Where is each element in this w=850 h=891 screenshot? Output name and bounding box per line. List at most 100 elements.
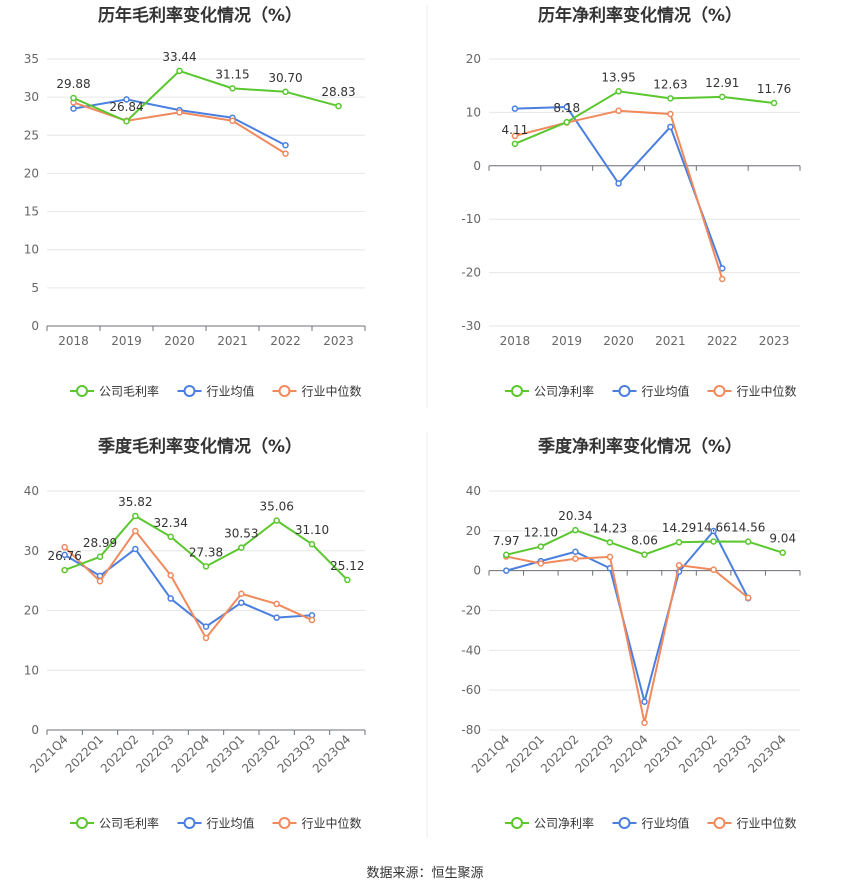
- y-tick-label: 15: [24, 205, 39, 219]
- series-line: [506, 530, 750, 703]
- data-point: [511, 140, 519, 148]
- data-label: 20.34: [558, 509, 592, 523]
- legend-marker-icon: [278, 385, 291, 397]
- data-point: [719, 275, 726, 283]
- data-label: 9.04: [769, 532, 796, 546]
- series-line: [73, 69, 339, 123]
- legend-item[interactable]: 行业中位数: [272, 384, 362, 399]
- data-point: [344, 576, 351, 584]
- data-point: [167, 571, 174, 579]
- y-tick-label: 10: [24, 243, 39, 257]
- data-label: 35.06: [259, 500, 293, 514]
- data-point: [503, 567, 510, 574]
- legend-item[interactable]: 行业均值: [612, 816, 690, 831]
- legend-marker-icon: [713, 817, 726, 829]
- legend-label: 行业均值: [642, 384, 690, 399]
- y-tick-label: 20: [24, 166, 39, 180]
- data-point: [641, 551, 648, 558]
- data-label: 14.66: [696, 520, 730, 534]
- data-label: 12.10: [524, 526, 558, 540]
- data-point: [238, 599, 245, 606]
- y-tick-label: 0: [473, 159, 481, 173]
- data-point: [167, 595, 174, 602]
- legend-item[interactable]: 行业中位数: [707, 816, 797, 831]
- legend-label: 公司毛利率: [99, 816, 159, 831]
- data-point: [719, 93, 726, 101]
- legend-item[interactable]: 公司毛利率: [70, 384, 159, 399]
- x-tick-label: 2020: [603, 334, 634, 348]
- y-tick-label: 30: [24, 544, 39, 558]
- data-label: 30.70: [268, 71, 302, 85]
- data-point: [572, 555, 579, 562]
- series-line: [514, 109, 724, 280]
- legend-marker-icon: [618, 817, 631, 829]
- data-point: [123, 96, 130, 103]
- data-point: [675, 562, 683, 569]
- data-point: [606, 553, 614, 561]
- chart-4: 季度净利率变化情况（%）-80-60-40-20020402021Q42022Q…: [461, 436, 801, 831]
- x-tick-label: 2018: [58, 334, 89, 348]
- x-tick-label: 2022: [707, 334, 738, 348]
- data-label: 31.10: [295, 523, 329, 537]
- chart-title: 历年毛利率变化情况（%）: [98, 5, 302, 26]
- data-point: [667, 123, 674, 131]
- data-label: 4.11: [502, 123, 529, 137]
- chart-title: 季度毛利率变化情况（%）: [98, 436, 302, 457]
- data-point: [282, 150, 289, 157]
- legend-marker-icon: [183, 385, 196, 397]
- data-label: 14.29: [662, 521, 696, 535]
- data-point: [176, 109, 183, 116]
- x-tick-label: 2023Q2: [239, 732, 283, 776]
- legend-item[interactable]: 行业均值: [177, 816, 255, 831]
- data-point: [229, 85, 236, 92]
- y-tick-label: 35: [24, 52, 39, 66]
- x-tick-label: 2022Q4: [169, 732, 213, 776]
- data-label: 8.06: [631, 534, 658, 548]
- data-label: 28.83: [321, 85, 355, 99]
- legend-marker-icon: [618, 385, 631, 397]
- data-point: [511, 105, 519, 112]
- data-label: 33.44: [162, 50, 196, 64]
- data-point: [335, 102, 342, 110]
- data-point: [606, 539, 614, 546]
- data-point: [615, 180, 622, 187]
- data-label: 8.18: [553, 101, 580, 115]
- legend-item[interactable]: 公司净利率: [505, 816, 594, 831]
- data-label: 30.53: [224, 527, 258, 541]
- legend-marker-icon: [713, 385, 726, 397]
- data-label: 12.91: [705, 76, 739, 90]
- data-point: [503, 551, 510, 559]
- legend-item[interactable]: 行业均值: [177, 384, 255, 399]
- data-label: 28.99: [83, 536, 117, 550]
- y-tick-label: 0: [31, 319, 39, 333]
- data-point: [202, 634, 210, 642]
- chart-3: 季度毛利率变化情况（%）0102030402021Q42022Q12022Q22…: [24, 436, 366, 831]
- data-point: [615, 107, 622, 115]
- y-tick-label: 30: [24, 90, 39, 104]
- x-tick-label: 2022: [270, 334, 301, 348]
- legend-item[interactable]: 行业中位数: [272, 816, 362, 831]
- data-point: [123, 117, 130, 125]
- x-tick-label: 2020: [164, 334, 195, 348]
- legend-item[interactable]: 公司净利率: [505, 384, 594, 399]
- data-point: [667, 110, 674, 118]
- data-point: [563, 118, 570, 126]
- series-line: [514, 90, 775, 145]
- data-point: [70, 94, 77, 102]
- data-point: [273, 517, 280, 524]
- data-point: [202, 623, 210, 630]
- chart-title: 历年净利率变化情况（%）: [538, 5, 742, 26]
- legend-label: 行业中位数: [302, 384, 362, 399]
- data-point: [132, 545, 139, 553]
- data-point: [61, 566, 68, 574]
- chart-2: 历年净利率变化情况（%） -30 -20 -10 0 10 20 2018 2019 2020 20…: [461, 5, 801, 399]
- y-tick-label: 0: [31, 723, 39, 737]
- legend-item[interactable]: 公司毛利率: [70, 816, 159, 831]
- data-point: [675, 538, 683, 546]
- legend-marker-icon: [278, 817, 291, 829]
- legend-item[interactable]: 行业中位数: [707, 384, 797, 399]
- legend-item[interactable]: 行业均值: [612, 384, 690, 399]
- data-point: [779, 549, 786, 556]
- legend-marker-icon: [511, 385, 523, 397]
- data-point: [710, 527, 717, 535]
